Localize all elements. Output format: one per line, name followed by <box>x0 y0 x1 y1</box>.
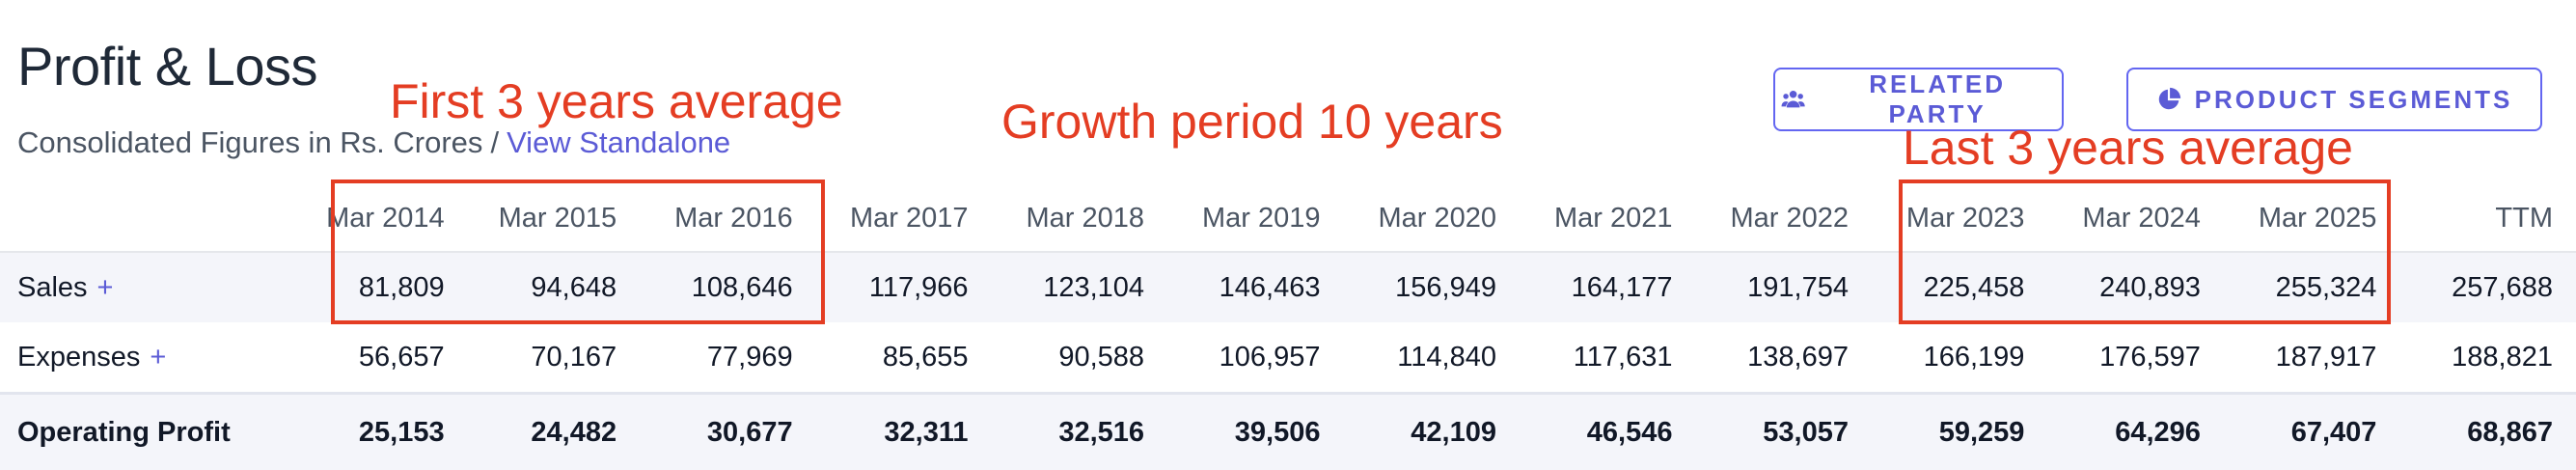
table-cell: 90,588 <box>990 322 1165 394</box>
table-cell: 138,697 <box>1693 322 1869 394</box>
table-cell: 64,296 <box>2045 394 2221 470</box>
table-cell: 166,199 <box>1870 322 2045 394</box>
figures-description: Consolidated Figures in Rs. Crores <box>17 125 482 159</box>
users-icon <box>1781 87 1805 112</box>
table-cell: 59,259 <box>1870 394 2045 470</box>
column-header: Mar 2020 <box>1342 185 1518 252</box>
header-label-cell <box>0 185 293 252</box>
pie-chart-icon <box>2156 87 2181 112</box>
table-cell: 106,957 <box>1165 322 1341 394</box>
table-row-operating-profit: Operating Profit 25,153 24,482 30,677 32… <box>0 394 2576 470</box>
row-label: Sales <box>17 272 88 303</box>
annotation-last-3-years: Last 3 years average <box>1903 120 2353 176</box>
table-cell: 176,597 <box>2045 322 2221 394</box>
table-cell: 188,821 <box>2398 322 2576 394</box>
table-cell: 68,867 <box>2398 394 2576 470</box>
annotation-growth-period: Growth period 10 years <box>1001 94 1503 150</box>
table-cell: 123,104 <box>990 252 1165 322</box>
table-cell: 30,677 <box>638 394 813 470</box>
table-cell: 32,311 <box>814 394 990 470</box>
table-cell: 39,506 <box>1165 394 1341 470</box>
column-header: TTM <box>2398 185 2576 252</box>
table-cell: 146,463 <box>1165 252 1341 322</box>
expenses-row-label[interactable]: Expenses + <box>0 322 293 394</box>
table-cell: 191,754 <box>1693 252 1869 322</box>
table-cell: 46,546 <box>1518 394 1693 470</box>
table-cell: 164,177 <box>1518 252 1693 322</box>
table-cell: 25,153 <box>293 394 465 470</box>
column-header: Mar 2017 <box>814 185 990 252</box>
annotation-first-3-years: First 3 years average <box>390 73 843 129</box>
table-row-expenses: Expenses + 56,657 70,167 77,969 85,655 90… <box>0 322 2576 394</box>
table-cell: 114,840 <box>1342 322 1518 394</box>
table-cell: 53,057 <box>1693 394 1869 470</box>
row-label: Expenses <box>17 342 140 373</box>
page-subtitle: Consolidated Figures in Rs. Crores/View … <box>17 125 730 160</box>
expand-sales-button[interactable]: + <box>97 272 114 303</box>
table-cell: 187,917 <box>2222 322 2398 394</box>
table-cell: 257,688 <box>2398 252 2576 322</box>
table-cell: 77,969 <box>638 322 813 394</box>
subtitle-separator: / <box>482 125 507 159</box>
table-cell: 70,167 <box>466 322 638 394</box>
table-cell: 24,482 <box>466 394 638 470</box>
expand-expenses-button[interactable]: + <box>150 342 166 373</box>
table-cell: 117,966 <box>814 252 990 322</box>
table-cell: 117,631 <box>1518 322 1693 394</box>
column-header: Mar 2021 <box>1518 185 1693 252</box>
column-header: Mar 2022 <box>1693 185 1869 252</box>
page-title: Profit & Loss <box>17 35 317 97</box>
sales-row-label[interactable]: Sales + <box>0 252 293 322</box>
last-3-years-highlight-box <box>1899 180 2391 324</box>
column-header: Mar 2018 <box>990 185 1165 252</box>
table-cell: 156,949 <box>1342 252 1518 322</box>
row-label: Operating Profit <box>0 394 293 470</box>
table-cell: 32,516 <box>990 394 1165 470</box>
table-cell: 67,407 <box>2222 394 2398 470</box>
product-segments-label: PRODUCT SEGMENTS <box>2195 85 2513 115</box>
table-cell: 56,657 <box>293 322 465 394</box>
first-3-years-highlight-box <box>331 180 825 324</box>
column-header: Mar 2019 <box>1165 185 1341 252</box>
table-cell: 85,655 <box>814 322 990 394</box>
view-standalone-link[interactable]: View Standalone <box>507 125 730 159</box>
table-cell: 42,109 <box>1342 394 1518 470</box>
